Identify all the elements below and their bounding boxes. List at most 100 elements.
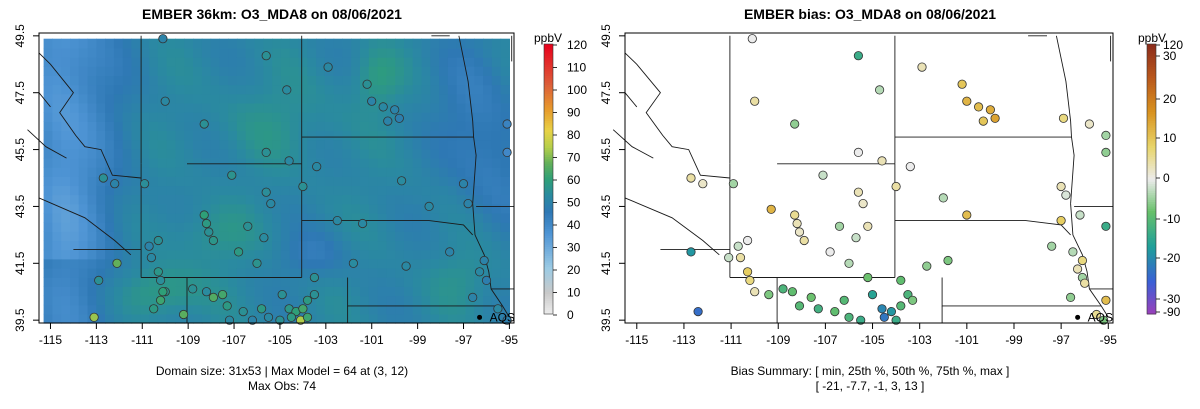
model-grid-cell: [52, 240, 62, 251]
model-grid-cell: [386, 240, 396, 251]
colorbar-tick-label: 30: [567, 241, 581, 255]
colorbar-swatch: [1147, 163, 1156, 166]
model-grid-cell: [289, 157, 300, 168]
model-heatmap: [43, 38, 510, 324]
model-grid-cell: [70, 38, 80, 49]
colorbar-swatch: [1147, 89, 1156, 92]
model-grid-cell: [439, 75, 449, 86]
model-grid-cell: [184, 57, 194, 67]
model-grid-cell: [166, 148, 176, 159]
model-grid-cell: [386, 112, 396, 122]
model-grid-cell: [228, 84, 238, 95]
station-marker: [362, 79, 372, 89]
model-grid-cell: [324, 203, 335, 214]
model-grid-cell: [395, 212, 405, 223]
model-grid-cell: [280, 222, 291, 232]
station-marker: [282, 85, 292, 95]
model-grid-cell: [210, 102, 220, 113]
model-grid-cell: [140, 212, 150, 223]
model-grid-cell: [500, 93, 510, 104]
model-grid-cell: [166, 93, 176, 104]
station-marker: [896, 301, 906, 311]
model-grid-cell: [175, 121, 185, 131]
model-grid-cell: [263, 38, 273, 49]
model-grid-cell: [70, 148, 80, 159]
model-grid-cell: [351, 130, 361, 141]
station-marker: [742, 267, 753, 277]
colorbar-swatch: [1147, 183, 1156, 187]
model-grid-cell: [43, 313, 53, 324]
model-grid-cell: [113, 102, 124, 113]
model-grid-cell: [351, 148, 361, 159]
model-grid-cell: [386, 258, 396, 269]
model-grid-cell: [78, 102, 89, 113]
model-grid-cell: [87, 277, 97, 287]
model-grid-cell: [70, 231, 80, 242]
model-grid-cell: [447, 102, 458, 113]
model-grid-cell: [263, 130, 273, 141]
model-grid-cell: [333, 277, 343, 287]
model-grid-cell: [61, 148, 71, 159]
model-grid-cell: [263, 286, 273, 297]
model-grid-cell: [368, 57, 379, 67]
model-grid-cell: [421, 277, 431, 287]
model-grid-cell: [465, 268, 475, 278]
model-grid-cell: [228, 185, 238, 196]
model-grid-cell: [447, 112, 458, 122]
model-grid-cell: [280, 212, 291, 223]
model-grid-cell: [412, 130, 423, 141]
model-grid-cell: [175, 277, 185, 287]
model-grid-cell: [157, 212, 168, 223]
model-grid-cell: [324, 222, 335, 232]
model-grid-cell: [122, 176, 133, 187]
station-marker: [877, 156, 887, 166]
colorbar-swatch: [1147, 129, 1156, 133]
model-grid-cell: [70, 139, 80, 150]
colorbar-swatch: [544, 203, 553, 207]
model-grid-cell: [395, 286, 405, 297]
y-tick-label: 49.5: [13, 24, 27, 48]
model-stations: [89, 34, 512, 325]
model-grid-cell: [324, 93, 335, 104]
model-grid-cell: [368, 47, 379, 58]
model-grid-cell: [491, 47, 502, 58]
station-marker: [750, 96, 760, 106]
model-grid-cell: [149, 93, 159, 104]
model-grid-cell: [210, 240, 220, 251]
colorbar-swatch: [544, 82, 553, 85]
model-grid-cell: [474, 176, 484, 187]
model-grid-cell: [105, 277, 115, 287]
model-grid-cell: [280, 258, 291, 269]
model-grid-cell: [342, 139, 352, 150]
model-grid-cell: [105, 139, 115, 150]
model-grid-cell: [289, 231, 300, 242]
model-grid-cell: [201, 185, 212, 196]
station-marker: [778, 284, 788, 294]
colorbar-swatch: [544, 264, 553, 268]
model-grid-cell: [483, 222, 493, 232]
colorbar-tick-label: 110: [567, 61, 586, 75]
colorbar-swatch: [544, 161, 553, 164]
model-grid-cell: [474, 277, 484, 287]
model-grid-cell: [280, 102, 291, 113]
state-border: [624, 197, 720, 256]
colorbar-swatch: [544, 201, 553, 205]
model-grid-cell: [140, 148, 150, 159]
colorbar-swatch: [1147, 165, 1156, 169]
model-grid-cell: [307, 240, 317, 251]
model-grid-cell: [87, 47, 97, 58]
model-grid-cell: [289, 148, 300, 159]
model-grid-cell: [403, 185, 414, 196]
colorbar-swatch: [1147, 208, 1156, 211]
station-marker: [879, 312, 889, 322]
colorbar-swatch: [544, 307, 553, 310]
colorbar-swatch: [1147, 64, 1156, 67]
model-grid-cell: [43, 121, 53, 131]
model-grid-cell: [210, 268, 220, 278]
model-grid-cell: [403, 277, 414, 287]
model-grid-cell: [149, 185, 159, 196]
model-grid-cell: [456, 313, 467, 324]
model-grid-cell: [228, 102, 238, 113]
model-grid-cell: [377, 112, 387, 122]
